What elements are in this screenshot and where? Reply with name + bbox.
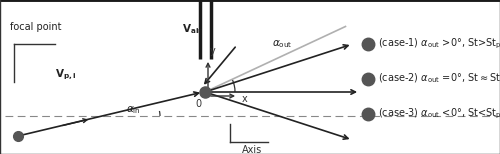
Text: (case-1) $\alpha_{\rm out}$ >0°, St>St$_{\rm p}$: (case-1) $\alpha_{\rm out}$ >0°, St>St$_… — [378, 37, 500, 51]
Text: 0: 0 — [196, 99, 202, 109]
Text: Axis: Axis — [242, 145, 262, 154]
Text: $\mathbf{V}_{\mathbf{air}}$: $\mathbf{V}_{\mathbf{air}}$ — [182, 22, 203, 36]
Text: $\mathbf{V}_{\mathbf{p,i}}$: $\mathbf{V}_{\mathbf{p,i}}$ — [55, 68, 76, 82]
Text: $\alpha_{\rm out}$: $\alpha_{\rm out}$ — [272, 38, 292, 50]
Text: $\alpha_{\rm in}$: $\alpha_{\rm in}$ — [126, 104, 141, 116]
Text: (case-2) $\alpha_{\rm out}$ =0°, St$\approx$St$_{\rm p}$: (case-2) $\alpha_{\rm out}$ =0°, St$\app… — [378, 72, 500, 86]
Text: focal point: focal point — [10, 22, 62, 32]
Text: y: y — [210, 46, 216, 56]
Text: (case-3) $\alpha_{\rm out}$ <0°, St<St$_{\rm p}$: (case-3) $\alpha_{\rm out}$ <0°, St<St$_… — [378, 107, 500, 121]
Text: x: x — [242, 94, 248, 104]
